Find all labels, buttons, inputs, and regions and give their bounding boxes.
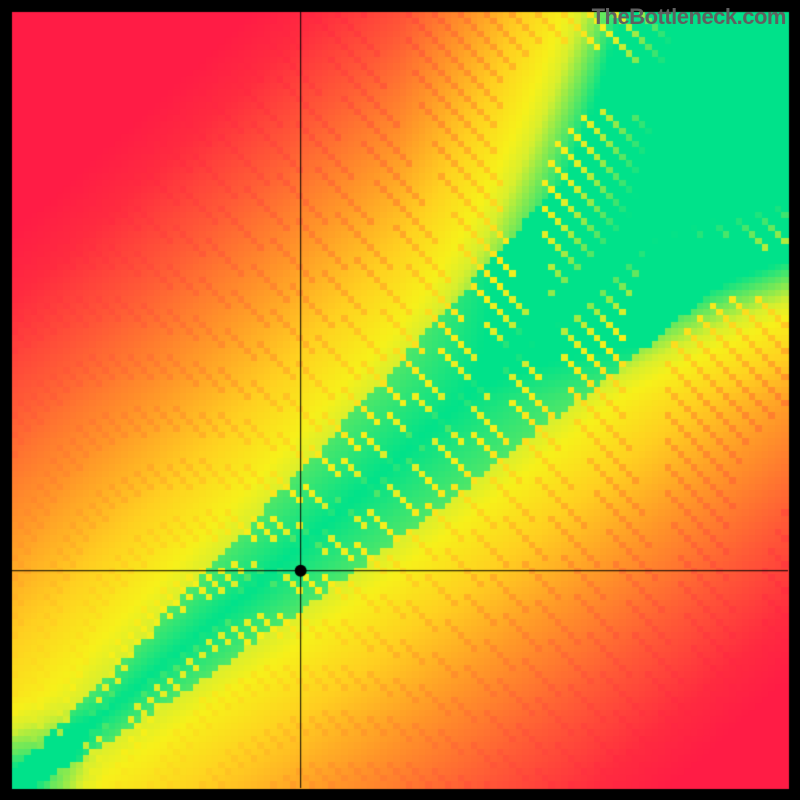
bottleneck-heatmap	[0, 0, 800, 800]
attribution-label: TheBottleneck.com	[592, 4, 786, 30]
